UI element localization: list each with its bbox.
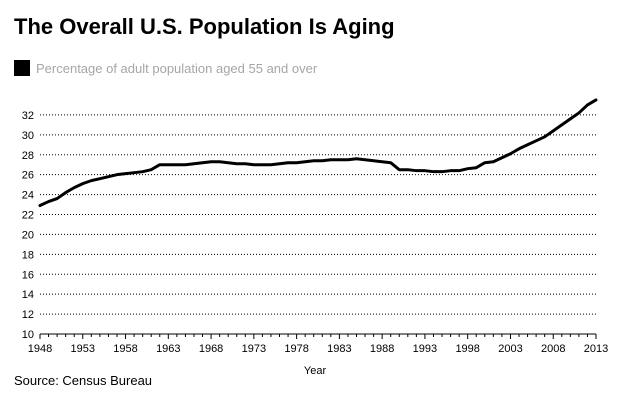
gridlines: [40, 114, 596, 315]
y-tick-label: 32: [22, 110, 34, 122]
legend-swatch: [14, 60, 30, 76]
x-axis-title: Year: [304, 365, 327, 377]
x-tick-label: 1998: [455, 343, 479, 355]
x-tick-label: 2003: [498, 343, 522, 355]
x-tick-label: 1968: [199, 343, 223, 355]
x-tick-label: 1963: [156, 343, 180, 355]
y-tick-label: 26: [22, 170, 34, 182]
x-tick-label: 1958: [113, 343, 137, 355]
series-group: [38, 98, 598, 208]
x-tick-label: 1973: [242, 343, 266, 355]
y-tick-label: 18: [22, 249, 34, 261]
series-line-0: [38, 98, 598, 208]
legend-label: Percentage of adult population aged 55 a…: [36, 60, 318, 76]
chart-title: The Overall U.S. Population Is Aging: [14, 14, 395, 39]
y-axis-ticks: 10 12 14 16 18 20 22 24 26 28 30 32: [22, 110, 34, 341]
y-tick-label: 22: [22, 210, 34, 222]
x-tick-label: 1993: [413, 343, 437, 355]
x-tick-label: 1983: [327, 343, 351, 355]
y-tick-label: 14: [22, 289, 34, 301]
y-tick-label: 24: [22, 190, 34, 202]
source-note: Source: Census Bureau: [14, 373, 153, 388]
y-tick-label: 12: [22, 309, 34, 321]
y-tick-label: 16: [22, 269, 34, 281]
x-tick-label: 2013: [584, 343, 608, 355]
y-tick-label: 20: [22, 229, 34, 241]
legend: Percentage of adult population aged 55 a…: [14, 60, 317, 76]
y-tick-label: 10: [22, 329, 34, 341]
x-tick-label: 1988: [370, 343, 394, 355]
x-axis-ticks: 1948 1953 1958 1963 1968 1973 1978 1983 1988 1993…: [28, 334, 608, 355]
x-tick-label: 1953: [71, 343, 95, 355]
y-tick-label: 28: [22, 150, 34, 162]
x-tick-label: 2008: [541, 343, 565, 355]
x-tick-label: 1948: [28, 343, 52, 355]
x-tick-label: 1978: [284, 343, 308, 355]
y-tick-label: 30: [22, 130, 34, 142]
